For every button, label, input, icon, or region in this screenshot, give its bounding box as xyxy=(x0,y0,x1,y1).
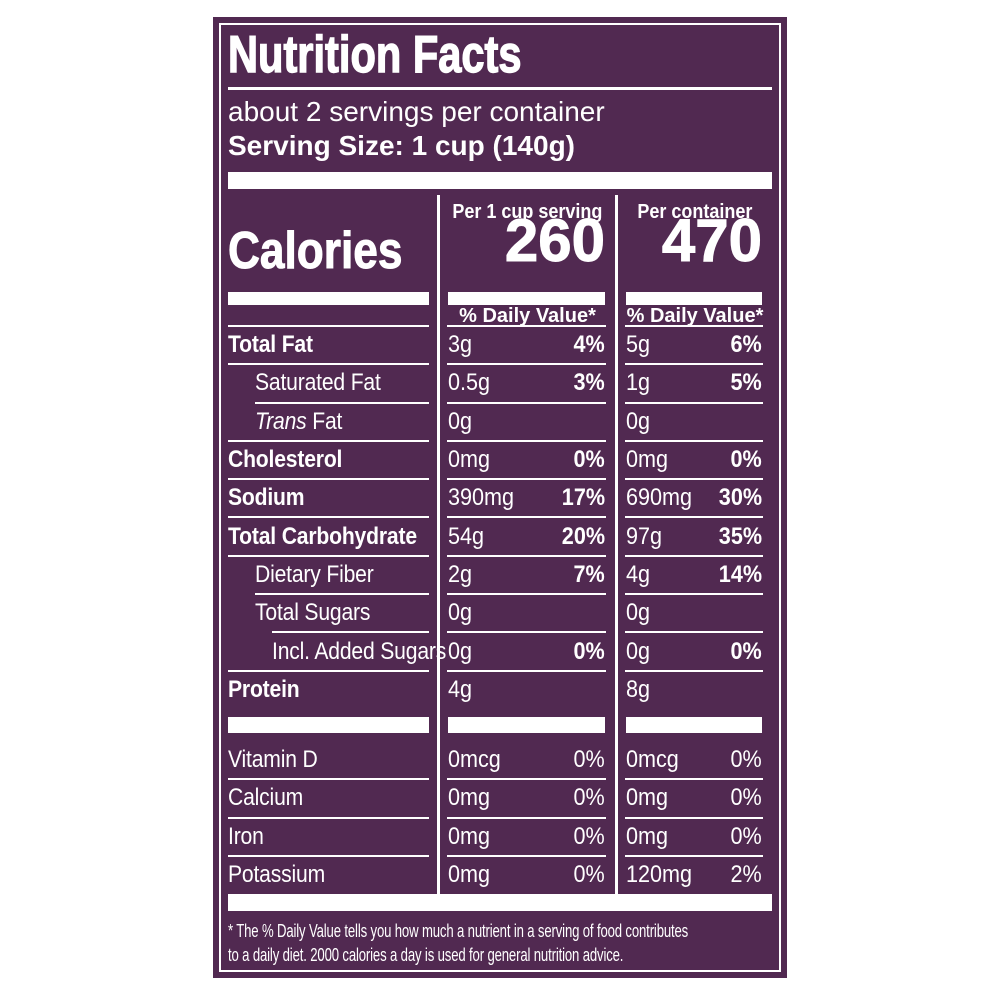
nutrient-name-sodium: Sodium xyxy=(228,478,437,517)
nutrient-name-total-sugars: Total Sugars xyxy=(228,593,437,632)
servings-per-container: about 2 servings per container xyxy=(228,96,605,127)
nutrient-name-vitamin-d: Vitamin D xyxy=(228,746,318,774)
label-inner-border: Nutrition Facts about 2 servings per con… xyxy=(219,23,781,972)
per-serving-column: Per 1 cup serving 260 % Daily Value* 3g 4… xyxy=(437,195,615,895)
nutrient-value-calcium-col1: 0mg 0% xyxy=(440,778,615,817)
nutrient-value-vitamin-d-col1: 0mcg 0% xyxy=(448,746,605,774)
nutrient-value-dietary-fiber-col1: 2g 7% xyxy=(440,554,615,594)
nutrient-name-protein: Protein xyxy=(228,669,437,709)
per-container-underbar xyxy=(626,292,762,305)
nutrient-name-dietary-fiber: Dietary Fiber xyxy=(228,554,437,594)
nutrient-value-total-fat-col2: 5g 6% xyxy=(618,324,772,364)
nutrient-value-total-sugars-col1: 0g xyxy=(440,593,615,632)
nutrient-value-calcium-col2: 0mg 0% xyxy=(618,778,772,817)
nutrient-value-trans-fat-col1: 0g xyxy=(440,401,615,441)
nutrient-value-total-fat-col1: 3g 4% xyxy=(440,324,615,364)
per-serving-daily-value-header: % Daily Value* xyxy=(459,305,596,327)
nutrient-value-saturated-fat-col1: 0.5g 3% xyxy=(440,363,615,402)
footnote-line-2: to a daily diet. 2000 calories a day is … xyxy=(228,945,624,966)
nutrient-value-total-sugars-col2: 0g xyxy=(618,593,772,632)
nutrient-value-sodium-col1: 390mg 17% xyxy=(440,478,615,517)
nutrient-value-vitamin-d-col2: 0mcg 0% xyxy=(626,746,762,774)
nutrient-name-incl-added-sugars: Incl. Added Sugars xyxy=(228,631,446,670)
nutrient-name-iron: Iron xyxy=(228,816,437,856)
nutrient-value-cholesterol-col1: 0mg 0% xyxy=(440,439,615,479)
nutrient-value-protein-col2: 8g xyxy=(618,669,772,709)
separator-bar-top xyxy=(228,172,772,189)
label-title: Nutrition Facts xyxy=(227,25,772,84)
nutrient-value-cholesterol-col2: 0mg 0% xyxy=(618,439,772,479)
per-container-calories-cell: Per container 470 % Daily Value* xyxy=(618,195,772,327)
nutrient-value-trans-fat-col2: 0g xyxy=(618,401,772,441)
nutrition-facts-label: Nutrition Facts about 2 servings per con… xyxy=(213,17,787,978)
mid-separator-bar xyxy=(618,709,772,741)
nutrient-value-total-carbohydrate-col2: 97g 35% xyxy=(618,516,772,555)
calories-label: Calories xyxy=(228,222,403,280)
per-serving-calories-value: 260 xyxy=(504,207,605,274)
nutrient-value-incl-added-sugars-col1: 0g 0% xyxy=(440,631,615,670)
serving-size: Serving Size: 1 cup (140g) xyxy=(228,130,575,161)
nutrient-value-potassium-col2: 120mg 2% xyxy=(618,854,772,894)
nutrient-name-total-carbohydrate: Total Carbohydrate xyxy=(228,516,437,555)
nutrient-name-calcium: Calcium xyxy=(228,778,437,817)
nutrient-value-saturated-fat-col2: 1g 5% xyxy=(618,363,772,402)
nutrient-name-saturated-fat: Saturated Fat xyxy=(228,363,437,402)
nutrient-name-trans-fat: Trans Fat xyxy=(228,401,437,441)
nutrition-grid: Calories Total Fat Saturated Fat Trans Fat… xyxy=(228,195,772,895)
per-container-calories-value: 470 xyxy=(661,207,762,274)
mid-separator-bar xyxy=(440,709,615,741)
nutrient-value-protein-col1: 4g xyxy=(440,669,615,709)
nutrient-value-total-carbohydrate-col1: 54g 20% xyxy=(440,516,615,555)
nutrient-value-potassium-col1: 0mg 0% xyxy=(440,854,615,894)
nutrient-name-total-fat: Total Fat xyxy=(228,324,437,364)
nutrient-value-incl-added-sugars-col2: 0g 0% xyxy=(618,631,772,670)
per-serving-header: Per 1 cup serving xyxy=(452,201,603,223)
per-container-daily-value-header: % Daily Value* xyxy=(626,305,764,327)
per-container-column: Per container 470 % Daily Value* 5g 6% 1g 5… xyxy=(615,195,772,895)
per-container-header: Per container xyxy=(637,201,753,223)
nutrient-value-dietary-fiber-col2: 4g 14% xyxy=(618,554,772,594)
per-serving-calories-cell: Per 1 cup serving 260 % Daily Value* xyxy=(440,195,615,327)
label-title-text: Nutrition Facts xyxy=(227,26,522,84)
per-serving-underbar xyxy=(448,292,605,305)
nutrient-name-column: Calories Total Fat Saturated Fat Trans Fat… xyxy=(228,195,447,894)
nutrient-name-potassium: Potassium xyxy=(228,854,437,894)
calories-underbar xyxy=(228,292,429,305)
nutrient-value-sodium-col2: 690mg 30% xyxy=(618,478,772,517)
nutrient-value-iron-col1: 0mg 0% xyxy=(440,816,615,856)
mid-separator-bar xyxy=(228,709,437,741)
title-divider xyxy=(228,87,772,90)
nutrient-name-cholesterol: Cholesterol xyxy=(228,439,437,479)
footnote-line-1: * The % Daily Value tells you how much a… xyxy=(228,921,689,942)
footnote: * The % Daily Value tells you how much a… xyxy=(228,916,772,967)
nutrient-value-iron-col2: 0mg 0% xyxy=(618,816,772,856)
separator-bar-bottom xyxy=(228,894,772,912)
calories-cell: Calories xyxy=(228,195,437,326)
